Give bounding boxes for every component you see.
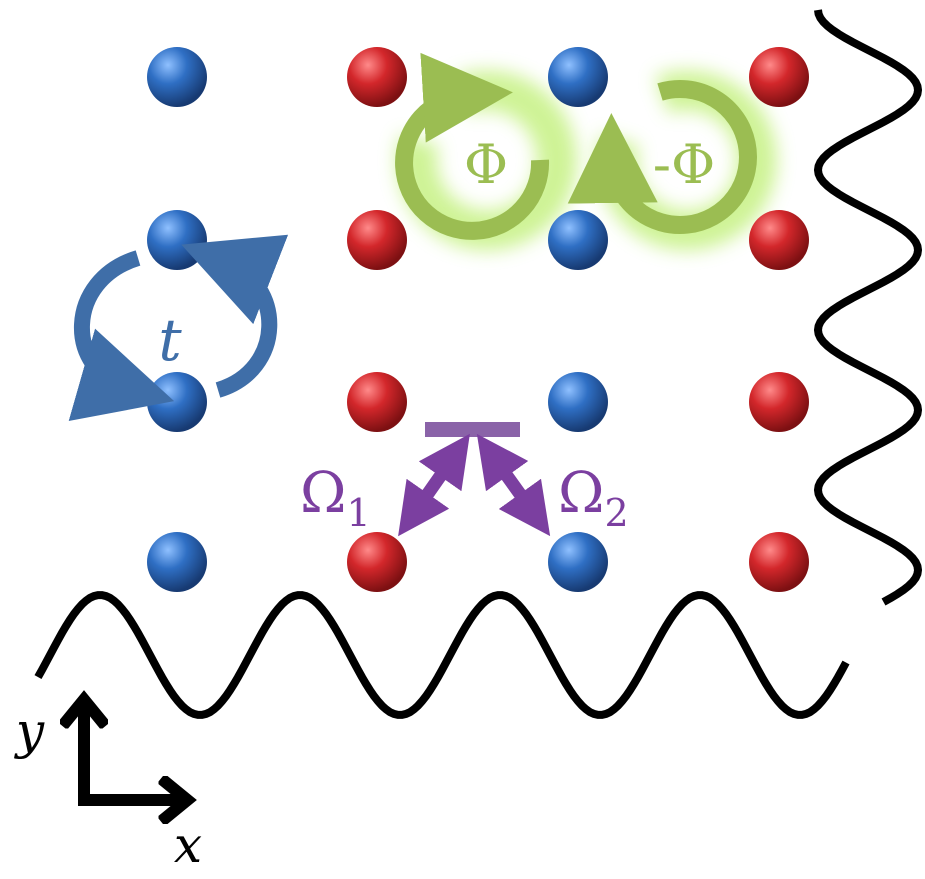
lattice-site-blue [548,532,608,592]
horizontal-wave-potential [34,591,850,719]
hopping-arrow-left-icon [68,250,175,421]
flux-label-positive: Φ [464,133,508,196]
raman-coupling: Ω1 Ω2 [300,422,629,537]
excited-level [425,422,520,437]
coupling-1-symbol: Ω [300,461,346,526]
hopping-arrows: t [68,234,289,421]
coupling-label-2: Ω2 [558,461,629,535]
flux-label-negative: -Φ [653,133,716,196]
lattice-site-blue [147,47,207,107]
vertical-wave-potential [813,9,923,606]
hopping-arrow-right-icon [181,234,289,398]
y-axis-label: y [14,702,45,760]
coupling-1-subscript: 1 [346,491,370,535]
lattice-site-blue [548,47,608,107]
lattice-site-blue [548,372,608,432]
x-axis-label: x [174,816,202,874]
coupling-2-subscript: 2 [604,491,628,535]
lattice-site-blue [147,210,207,270]
lattice-site-red [749,372,809,432]
raman-arrow-2-icon [476,433,551,537]
flux-glow-left [396,70,577,251]
raman-arrow-1-icon [398,433,470,537]
hopping-label: t [158,306,182,374]
coupling-2-symbol: Ω [558,461,604,526]
lattice-site-red [347,210,407,270]
lattice-site-red [749,47,809,107]
flux-arrow-left-icon [395,52,550,240]
lattice-site-red [347,532,407,592]
lattice-site-blue [147,372,207,432]
coupling-label-1: Ω1 [300,461,371,535]
lattice-site-red [347,47,407,107]
flux-arrow-right-icon [567,80,757,234]
lattice-site-blue [548,210,608,270]
axes-indicator: y x [14,702,202,874]
flux-loops: Φ -Φ [395,52,777,251]
lattice-site-red [749,532,809,592]
lattice-site-blue [147,532,207,592]
lattice-site-red [749,210,809,270]
lattice-site-red [347,372,407,432]
lattice-sites [147,47,809,592]
